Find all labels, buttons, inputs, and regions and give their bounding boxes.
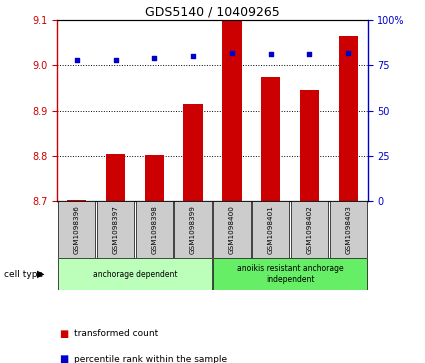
Text: cell type: cell type: [4, 270, 43, 278]
Bar: [175, 201, 212, 258]
Text: ■: ■: [60, 329, 69, 339]
Bar: [222, 20, 241, 201]
Point: [345, 50, 351, 56]
Point: [151, 55, 158, 61]
Bar: [97, 201, 134, 258]
Text: GSM1098402: GSM1098402: [306, 205, 312, 254]
Text: GSM1098403: GSM1098403: [345, 205, 351, 254]
Text: GSM1098398: GSM1098398: [151, 205, 157, 254]
Text: GSM1098399: GSM1098399: [190, 205, 196, 254]
Text: GSM1098396: GSM1098396: [74, 205, 80, 254]
Bar: [330, 201, 367, 258]
Text: transformed count: transformed count: [74, 330, 159, 338]
Text: GSM1098400: GSM1098400: [229, 205, 235, 254]
Point: [112, 57, 119, 63]
Point: [229, 50, 235, 56]
Text: anoikis resistant anchorage
independent: anoikis resistant anchorage independent: [237, 264, 343, 284]
Point: [74, 57, 80, 63]
Bar: [58, 201, 95, 258]
Bar: [144, 155, 164, 201]
Bar: [184, 104, 203, 201]
Bar: [106, 154, 125, 201]
Bar: [67, 200, 86, 201]
Point: [306, 52, 313, 57]
Bar: [136, 201, 173, 258]
Text: GSM1098397: GSM1098397: [113, 205, 119, 254]
Bar: [58, 258, 212, 290]
Bar: [291, 201, 328, 258]
Text: percentile rank within the sample: percentile rank within the sample: [74, 355, 227, 363]
Bar: [339, 36, 358, 201]
Text: GSM1098401: GSM1098401: [268, 205, 274, 254]
Bar: [213, 201, 250, 258]
Title: GDS5140 / 10409265: GDS5140 / 10409265: [145, 6, 280, 19]
Point: [190, 53, 196, 59]
Bar: [261, 77, 280, 201]
Text: ▶: ▶: [37, 269, 45, 279]
Bar: [213, 258, 367, 290]
Bar: [252, 201, 289, 258]
Text: ■: ■: [60, 354, 69, 363]
Text: anchorage dependent: anchorage dependent: [93, 270, 177, 278]
Point: [267, 52, 274, 57]
Bar: [300, 90, 319, 201]
